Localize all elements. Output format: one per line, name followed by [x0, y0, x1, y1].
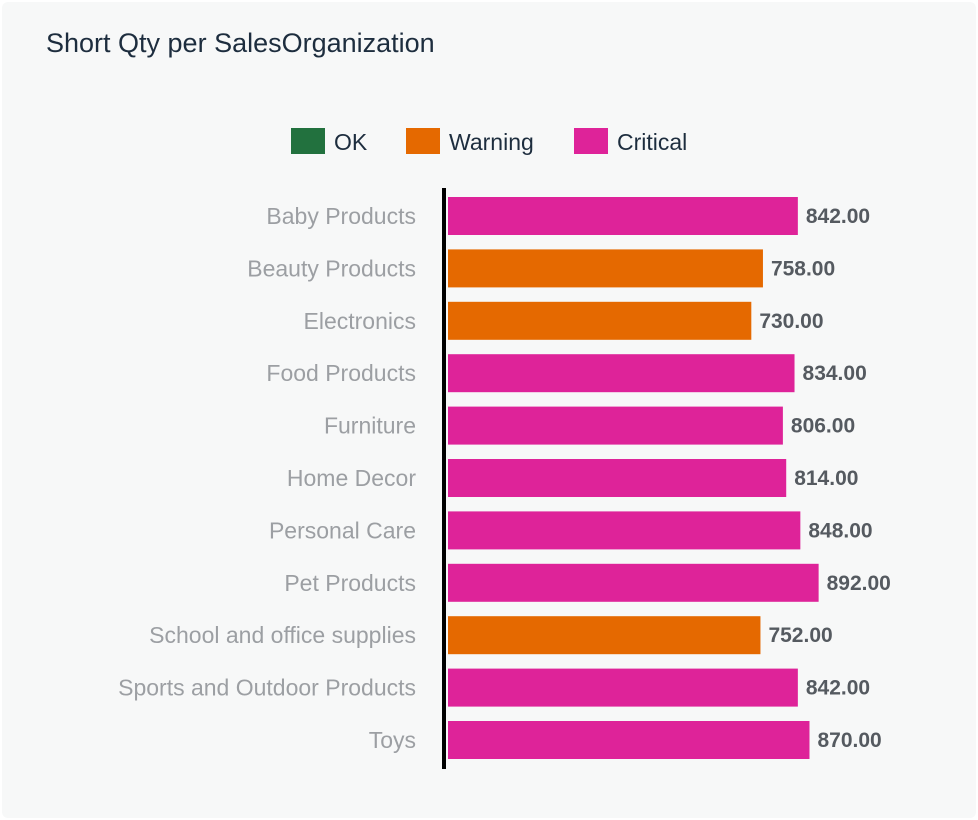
value-label: 848.00	[808, 519, 872, 542]
bar[interactable]	[448, 406, 783, 445]
legend-swatch-critical	[574, 128, 608, 154]
legend-label-ok: OK	[334, 129, 368, 155]
legend-swatch-warning	[406, 128, 440, 154]
value-label: 892.00	[827, 572, 891, 595]
category-label: Baby Products	[266, 203, 416, 229]
legend-label-critical: Critical	[617, 129, 687, 155]
bar[interactable]	[448, 249, 763, 288]
bar[interactable]	[448, 354, 795, 393]
bar[interactable]	[448, 721, 810, 759]
category-label: Sports and Outdoor Products	[118, 675, 416, 701]
value-label: 730.00	[759, 310, 823, 333]
value-label: 842.00	[806, 205, 870, 228]
legend-label-warning: Warning	[449, 129, 534, 155]
bars	[448, 197, 819, 759]
value-label: 758.00	[771, 257, 835, 280]
value-labels: 842.00 758.00 730.00 834.00 806.00 814.00 848.…	[759, 205, 891, 752]
value-label: 834.00	[803, 362, 867, 385]
chart-title: Short Qty per SalesOrganization	[46, 28, 435, 58]
bar[interactable]	[448, 511, 801, 550]
bar[interactable]	[448, 668, 798, 707]
category-label: Beauty Products	[247, 255, 416, 281]
category-label: Pet Products	[284, 570, 416, 596]
bar[interactable]	[448, 459, 787, 497]
bar[interactable]	[448, 197, 798, 235]
bar[interactable]	[448, 616, 761, 655]
value-label: 870.00	[817, 729, 881, 752]
bar[interactable]	[448, 563, 819, 602]
category-label: Electronics	[304, 308, 416, 334]
bar[interactable]	[448, 301, 752, 340]
value-label: 814.00	[794, 467, 858, 490]
value-label: 842.00	[806, 677, 870, 700]
category-label: Toys	[369, 727, 416, 753]
category-label: School and office supplies	[149, 622, 416, 648]
category-label: Personal Care	[269, 517, 416, 543]
legend-swatch-ok	[291, 128, 325, 154]
value-label: 806.00	[791, 415, 855, 438]
category-labels: Baby Products Beauty Products Electronics F…	[118, 203, 416, 753]
category-label: Home Decor	[287, 465, 416, 491]
chart-legend: OK Warning Critical	[291, 128, 687, 155]
value-label: 752.00	[768, 624, 832, 647]
category-label: Furniture	[324, 413, 416, 439]
category-label: Food Products	[266, 360, 416, 386]
